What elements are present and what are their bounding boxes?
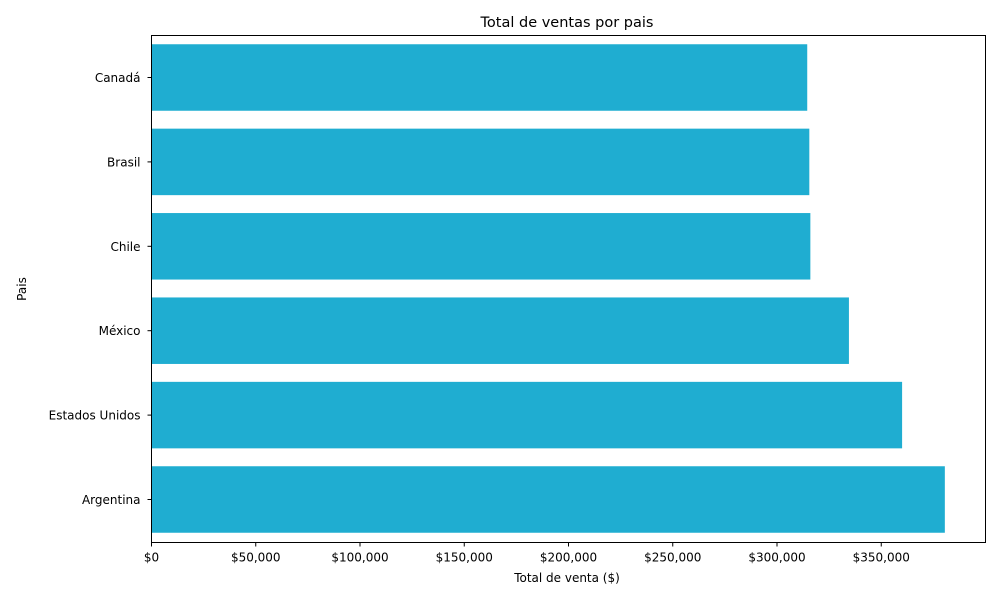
bar-canadá — [151, 44, 808, 111]
y-tick-label: Canadá — [95, 71, 141, 85]
bar-argentina — [151, 466, 945, 533]
y-tick-label: Estados Unidos — [49, 409, 141, 423]
bar-brasil — [151, 128, 810, 196]
y-tick-label: Chile — [110, 240, 140, 254]
bar-estados-unidos — [151, 381, 903, 449]
x-tick-label: $250,000 — [644, 551, 701, 565]
x-tick-label: $100,000 — [331, 551, 388, 565]
plot-frame — [151, 35, 986, 543]
x-tick-label: $350,000 — [853, 551, 910, 565]
bar-méxico — [151, 297, 849, 364]
bar-chile — [151, 213, 811, 280]
x-tick-label: $150,000 — [436, 551, 493, 565]
x-tick-label: $300,000 — [748, 551, 805, 565]
chart-title: Total de ventas por pais — [480, 15, 654, 31]
x-tick-label: $0 — [144, 551, 159, 565]
x-tick-label: $50,000 — [231, 551, 281, 565]
y-tick-label: México — [99, 324, 141, 338]
x-axis-label: Total de venta ($) — [513, 571, 620, 585]
y-axis-label: Pais — [15, 277, 29, 301]
y-tick-label: Argentina — [82, 493, 141, 507]
y-tick-label: Brasil — [107, 155, 140, 169]
x-tick-label: $200,000 — [540, 551, 597, 565]
